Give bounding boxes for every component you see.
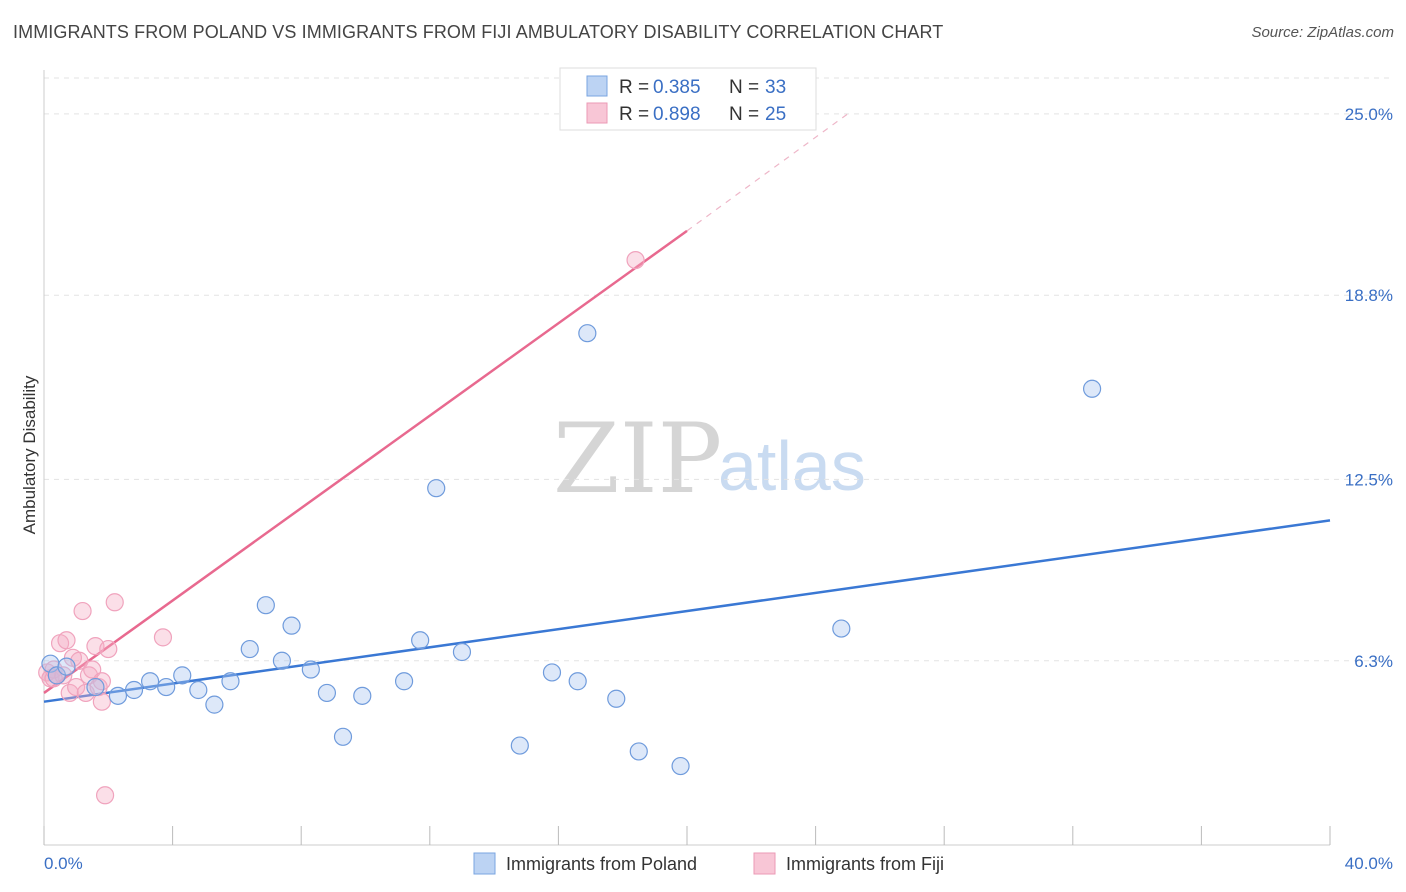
legend-n-value-poland: 33 — [765, 77, 786, 98]
legend-n-label-poland: N = — [729, 77, 759, 98]
poland-point — [607, 689, 626, 708]
poland-point — [832, 619, 851, 638]
legend-swatch-fiji — [586, 102, 608, 124]
poland-point — [353, 686, 372, 705]
x-ticks — [43, 826, 1331, 845]
chart-title: IMMIGRANTS FROM POLAND VS IMMIGRANTS FRO… — [13, 22, 944, 42]
fiji-point — [44, 669, 63, 688]
x-tick-label-min: 0.0% — [44, 854, 83, 873]
fiji-trend-extension — [686, 113, 849, 232]
legend-swatch-poland — [586, 75, 608, 97]
watermark-atlas: atlas — [718, 427, 866, 505]
fiji-point — [83, 660, 102, 679]
poland-point — [256, 596, 275, 615]
fiji-point — [153, 628, 173, 647]
poland-point — [57, 657, 76, 676]
poland-point — [221, 672, 240, 691]
trend-lines — [43, 113, 1331, 703]
fiji-point — [67, 677, 86, 697]
fiji-points — [38, 250, 645, 805]
poland-point — [394, 672, 414, 691]
poland-point — [205, 695, 224, 714]
fiji-point — [95, 786, 115, 805]
poland-point — [317, 683, 337, 703]
poland-point — [671, 756, 690, 776]
poland-point — [272, 651, 292, 670]
legend-r-label-fiji: R = — [619, 104, 649, 125]
source-label: Source: ZipAtlas.com — [1251, 24, 1394, 41]
legend-n-value-fiji: 25 — [765, 104, 786, 125]
poland-point — [542, 663, 562, 682]
fiji-trend-line — [43, 229, 688, 694]
fiji-point — [99, 639, 118, 659]
y-tick-label: 25.0% — [1345, 105, 1393, 124]
poland-point — [140, 672, 160, 691]
legend-n-label-fiji: N = — [729, 104, 759, 125]
poland-point — [578, 324, 597, 343]
poland-point — [124, 680, 144, 700]
watermark-zip: ZIP — [553, 403, 722, 515]
legend-r-value-fiji: 0.898 — [653, 104, 701, 125]
poland-point — [629, 742, 648, 761]
poland-point — [86, 677, 105, 697]
poland-point — [568, 672, 587, 691]
fiji-point — [73, 601, 92, 621]
fiji-point — [57, 631, 76, 650]
x-tick-label-max: 40.0% — [1345, 854, 1393, 873]
poland-point — [157, 677, 176, 697]
correlation-legend: R = 0.385 N = 33 R = 0.898 N = 25 — [559, 67, 817, 131]
y-tick-label: 12.5% — [1345, 470, 1393, 489]
poland-point — [333, 727, 353, 746]
poland-trend-line — [43, 519, 1331, 703]
poland-point — [427, 479, 446, 498]
poland-point — [282, 616, 301, 635]
poland-points — [41, 324, 1102, 776]
y-axis-label: Ambulatory Disability — [20, 375, 39, 534]
bottom-legend-label-fiji: Immigrants from Fiji — [786, 854, 944, 874]
y-tick-label: 6.3% — [1354, 652, 1393, 671]
fiji-point — [626, 250, 645, 270]
y-tick-labels: 6.3% 12.5% 18.8% 25.0% — [1345, 105, 1393, 671]
poland-point — [189, 680, 208, 700]
legend-r-value-poland: 0.385 — [653, 77, 701, 98]
poland-point — [411, 631, 430, 650]
legend-r-label-poland: R = — [619, 77, 649, 98]
bottom-legend-swatch-fiji — [753, 852, 776, 875]
poland-point — [240, 639, 259, 659]
y-tick-label: 18.8% — [1345, 286, 1393, 305]
poland-point — [452, 642, 472, 662]
poland-point — [108, 686, 128, 705]
gridlines — [44, 77, 1393, 662]
series-legend: Immigrants from Poland Immigrants from F… — [473, 852, 944, 875]
poland-point — [1082, 379, 1102, 398]
poland-point — [301, 660, 320, 679]
poland-point — [510, 736, 529, 755]
bottom-legend-swatch-poland — [473, 852, 496, 875]
fiji-point — [105, 593, 124, 612]
bottom-legend-label-poland: Immigrants from Poland — [506, 854, 697, 874]
poland-point — [173, 666, 192, 685]
